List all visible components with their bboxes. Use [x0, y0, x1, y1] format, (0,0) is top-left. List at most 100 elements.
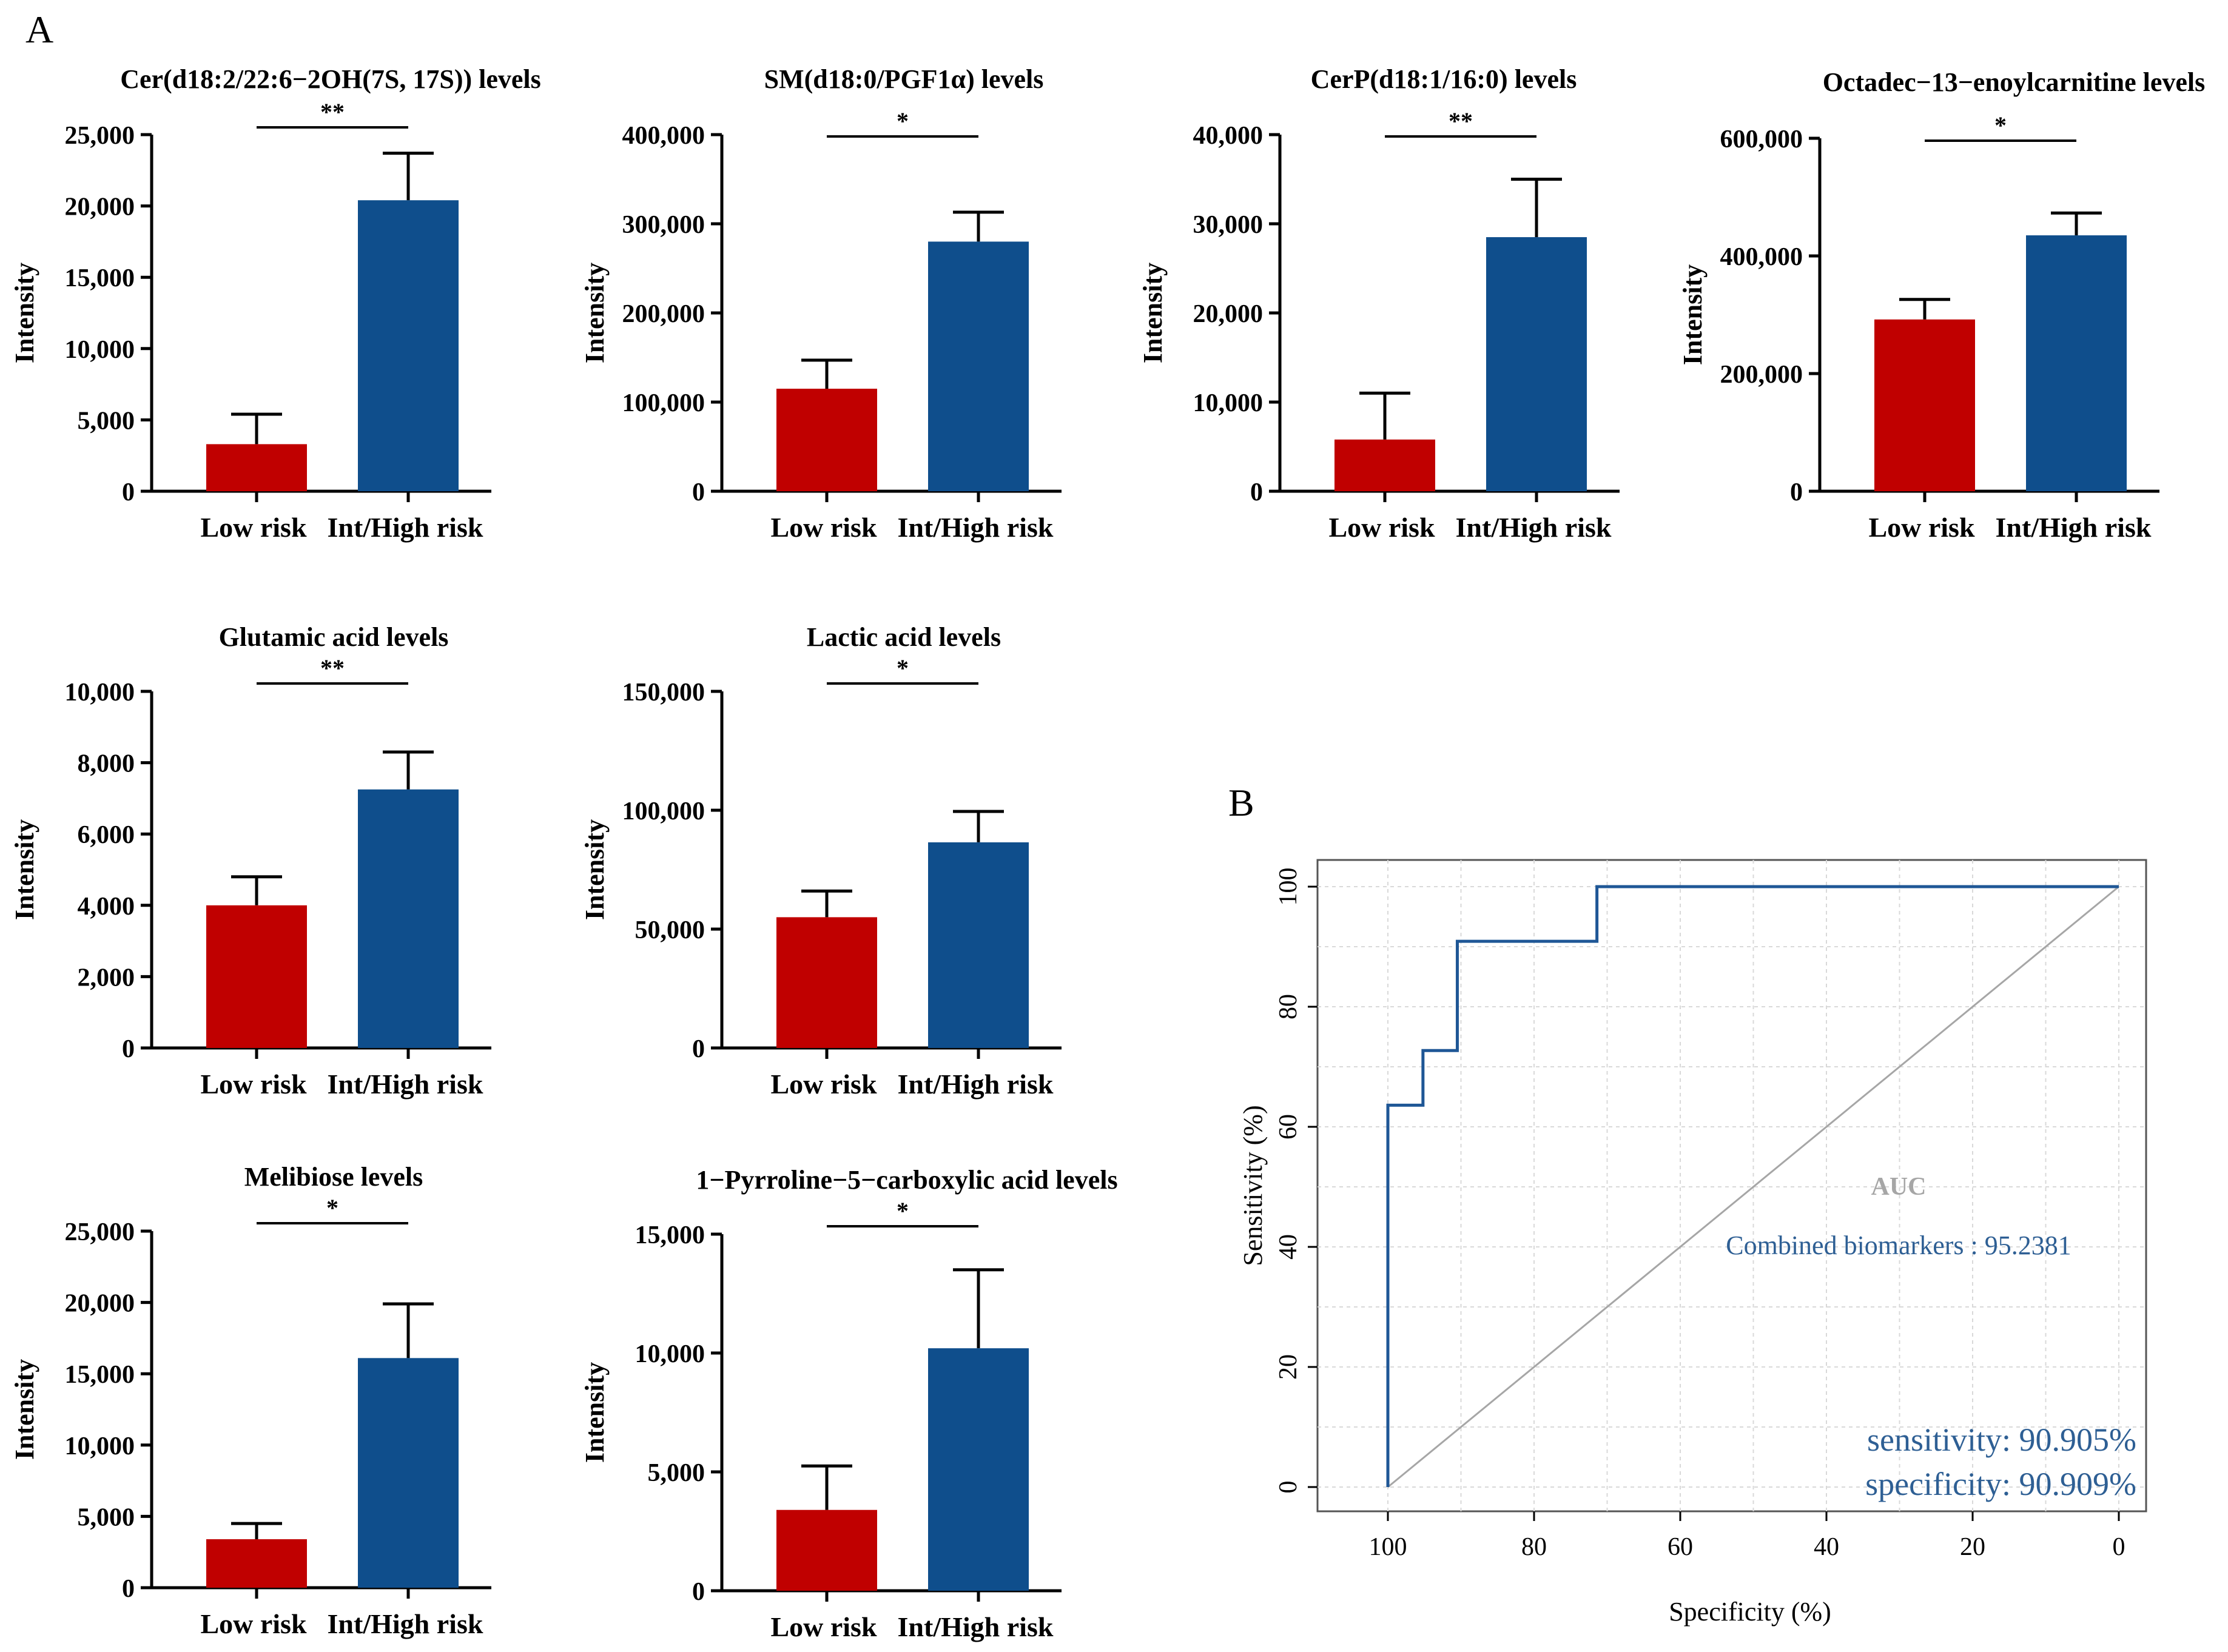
y-tick-label: 20,000: [65, 193, 135, 221]
y-tick-label: 10,000: [65, 336, 135, 364]
bar-low-risk: [206, 444, 307, 491]
y-axis-label: Intensity: [1678, 264, 1708, 365]
y-axis-label: Intensity: [10, 1359, 39, 1460]
x-tick-label: Int/High risk: [898, 1611, 1054, 1642]
bar-int-high-risk: [928, 241, 1029, 491]
bar-low-risk: [1874, 319, 1975, 491]
significance-marker: *: [326, 1194, 338, 1221]
y-tick-label: 6,000: [78, 821, 135, 849]
y-tick-label: 0: [1274, 1481, 1302, 1494]
y-tick-label: 100,000: [622, 797, 705, 825]
x-tick-label: Low risk: [770, 1611, 877, 1642]
x-tick-label: 0: [2113, 1533, 2125, 1561]
x-tick-label: Low risk: [200, 512, 307, 543]
x-tick-label: Low risk: [200, 1608, 307, 1639]
y-tick-label: 0: [122, 1035, 135, 1063]
y-tick-label: 0: [122, 1575, 135, 1603]
y-tick-label: 5,000: [78, 407, 135, 435]
bar-chart-5: Glutamic acid levels Intensity 0 2,000 4,000…: [10, 622, 491, 1100]
y-tick-label: 20,000: [65, 1290, 135, 1318]
bar-chart-6: Lactic acid levels Intensity 0 50,000 100,00…: [580, 622, 1062, 1100]
x-tick-label: 20: [1960, 1533, 1985, 1561]
x-tick-label: Low risk: [770, 512, 877, 543]
y-axis-label: Intensity: [10, 263, 39, 363]
bar-low-risk: [1334, 439, 1435, 491]
bar-int-high-risk: [1486, 237, 1587, 491]
x-axis-label: Specificity (%): [1669, 1597, 1831, 1627]
significance-marker: **: [1449, 107, 1473, 135]
y-tick-label: 600,000: [1720, 126, 1803, 153]
y-tick-label: 300,000: [622, 211, 705, 239]
bar-chart-7: Melibiose levels Intensity 0 5,000 10,000 15,…: [10, 1162, 491, 1639]
x-tick-label: Int/High risk: [1996, 512, 2152, 543]
x-tick-label: 40: [1814, 1533, 1839, 1561]
significance-marker: **: [320, 98, 345, 126]
sensitivity-text: sensitivity: 90.905%: [1867, 1422, 2136, 1458]
bar-chart-4: Octadec−13−enoylcarnitine levels Intensit…: [1678, 67, 2205, 543]
y-tick-label: 4,000: [78, 893, 135, 921]
y-axis-label: Intensity: [580, 819, 610, 920]
y-tick-label: 0: [692, 478, 705, 506]
significance-marker: *: [897, 654, 909, 682]
y-tick-label: 60: [1274, 1114, 1302, 1140]
y-tick-label: 15,000: [635, 1221, 705, 1249]
significance-marker: *: [897, 107, 909, 135]
y-tick-label: 100: [1274, 868, 1302, 906]
y-tick-label: 50,000: [635, 916, 705, 944]
auc-value: Combined biomarkers : 95.2381: [1726, 1231, 2072, 1260]
y-tick-label: 10,000: [635, 1340, 705, 1368]
y-tick-label: 0: [122, 478, 135, 506]
y-tick-label: 40,000: [1193, 122, 1264, 150]
x-tick-label: 100: [1369, 1533, 1407, 1561]
x-tick-label: 80: [1521, 1533, 1547, 1561]
x-tick-label: Low risk: [200, 1069, 307, 1100]
bar-low-risk: [206, 905, 307, 1048]
bar-int-high-risk: [358, 789, 459, 1048]
x-tick-label: Low risk: [1868, 512, 1975, 543]
bar-panels: Cer(d18:2/22:6−2OH(7S, 17S)) levels Inten…: [10, 64, 2205, 1642]
y-tick-label: 80: [1274, 994, 1302, 1019]
bar-int-high-risk: [928, 842, 1029, 1048]
y-tick-label: 150,000: [622, 679, 705, 707]
x-tick-label: 60: [1668, 1533, 1693, 1561]
roc-curve: [1386, 885, 2119, 1487]
x-tick-label: Low risk: [1328, 512, 1435, 543]
y-tick-label: 20,000: [1193, 300, 1264, 328]
y-tick-label: 0: [1790, 478, 1803, 506]
y-tick-label: 5,000: [78, 1503, 135, 1531]
y-tick-label: 10,000: [65, 679, 135, 707]
y-tick-label: 15,000: [65, 264, 135, 292]
y-tick-label: 8,000: [78, 750, 135, 778]
y-tick-label: 10,000: [1193, 389, 1264, 417]
y-tick-label: 40: [1274, 1234, 1302, 1260]
chart-title: Lactic acid levels: [807, 622, 1001, 652]
roc-panel: 100 80 60 40 20 0 0 20 40 60 80 100 Specificity (%) S…: [1238, 859, 2147, 1627]
y-tick-label: 30,000: [1193, 211, 1264, 239]
specificity-text: specificity: 90.909%: [1865, 1466, 2136, 1502]
y-tick-label: 0: [692, 1035, 705, 1063]
reference-diagonal: [1387, 885, 2119, 1488]
bar-low-risk: [776, 917, 877, 1048]
y-tick-label: 0: [1250, 478, 1263, 506]
y-axis-label: Intensity: [1138, 263, 1168, 363]
y-tick-label: 20: [1274, 1354, 1302, 1380]
chart-title: Melibiose levels: [244, 1162, 423, 1192]
y-axis-label: Intensity: [580, 1362, 610, 1463]
x-tick-label: Int/High risk: [328, 1069, 483, 1100]
x-tick-label: Int/High risk: [1456, 512, 1612, 543]
y-tick-label: 5,000: [648, 1459, 705, 1487]
y-tick-label: 10,000: [65, 1432, 135, 1460]
bar-int-high-risk: [928, 1348, 1029, 1591]
bar-chart-8: 1−Pyrroline−5−carboxylic acid levels Inte…: [580, 1165, 1118, 1642]
significance-marker: **: [320, 654, 345, 682]
significance-marker: *: [897, 1197, 909, 1224]
panel-label-a: A: [25, 8, 53, 51]
significance-marker: *: [1994, 112, 2007, 139]
y-axis-label: Sensitivity (%): [1238, 1105, 1268, 1266]
x-tick-label: Int/High risk: [898, 512, 1054, 543]
auc-header: AUC: [1871, 1173, 1927, 1201]
panel-label-b: B: [1228, 781, 1254, 824]
x-tick-label: Int/High risk: [328, 1608, 483, 1639]
chart-title: Cer(d18:2/22:6−2OH(7S, 17S)) levels: [120, 64, 541, 94]
bar-int-high-risk: [358, 200, 459, 491]
